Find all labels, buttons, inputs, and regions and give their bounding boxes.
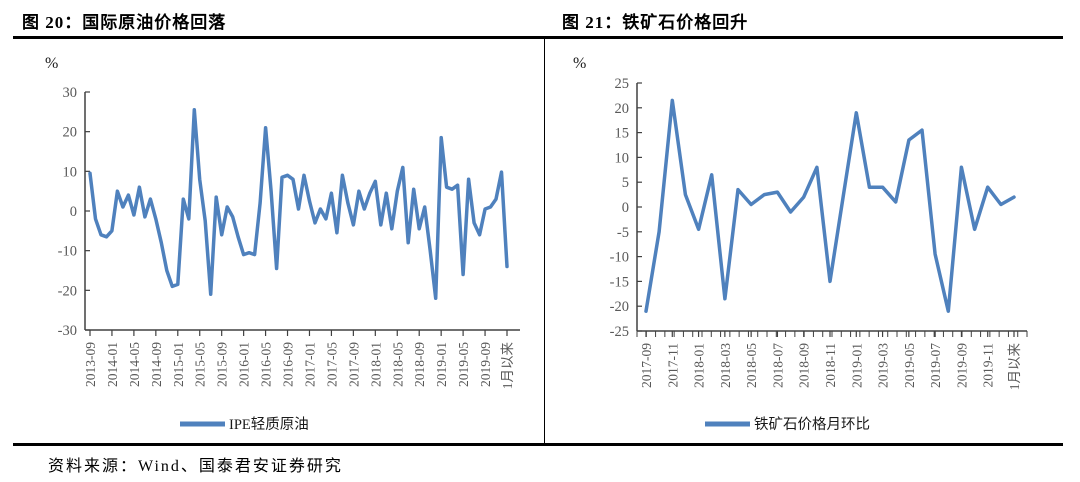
- series-line: [88, 108, 509, 301]
- x-axis-label: 2017-09: [639, 343, 654, 388]
- x-axis-label: 2018-07: [770, 343, 785, 388]
- y-axis-unit-label: %: [573, 55, 586, 72]
- source-note: 资料来源：Wind、国泰君安证券研究: [48, 458, 343, 475]
- y-axis-label: -20: [58, 283, 77, 299]
- x-axis-label: 2018-01: [692, 343, 707, 388]
- y-axis-label: -30: [58, 323, 77, 339]
- x-axis-label: 2016-05: [259, 342, 274, 387]
- x-axis-label: 2014-01: [105, 342, 120, 387]
- legend-label: 铁矿石价格月环比: [754, 416, 870, 433]
- y-axis-label: -25: [610, 324, 629, 340]
- x-axis-label: 2016-01: [237, 342, 252, 387]
- y-axis-label: 10: [615, 150, 630, 166]
- x-axis-label: 2013-09: [83, 342, 98, 387]
- x-axis-label: 2018-11: [823, 343, 838, 388]
- x-axis-label: 1月以来: [1007, 343, 1022, 391]
- x-axis-label: 2019-01: [434, 342, 449, 387]
- y-axis-label: -10: [58, 244, 77, 260]
- figure-21-title: 图 21：铁矿石价格回升: [562, 13, 749, 32]
- x-axis-label: 2018-03: [718, 343, 733, 388]
- iron-ore-chart: % 25 20 15 10 5 0 -5 -10 -15 -20 -25 2017-09 2017-11 2…: [573, 55, 1028, 433]
- x-axis-label: 1月以来: [500, 342, 515, 390]
- x-axis-label: 2019-09: [478, 342, 493, 387]
- legend-label: IPE轻质原油: [229, 416, 309, 433]
- x-axis-label: 2019-01: [849, 343, 864, 388]
- y-axis-label: -20: [610, 299, 629, 315]
- x-axis-label: 2018-05: [744, 343, 759, 388]
- x-axis-label: 2017-11: [665, 343, 680, 388]
- y-axis-unit-label: %: [45, 55, 58, 72]
- bottom-rule: [13, 443, 1063, 446]
- y-axis-label: 20: [615, 101, 630, 117]
- series-line: [644, 98, 1016, 313]
- x-axis-label: 2015-09: [215, 342, 230, 387]
- x-axis-label: 2014-09: [149, 342, 164, 387]
- x-axis-label: 2017-09: [346, 342, 361, 387]
- y-axis-label: 0: [70, 204, 77, 220]
- y-axis-label: 5: [622, 175, 629, 191]
- x-axis-label: 2019-07: [928, 343, 943, 388]
- x-axis-label: 2019-05: [902, 343, 917, 388]
- y-axis-label: 25: [615, 76, 630, 92]
- y-axis-label: -10: [610, 250, 629, 266]
- x-axis-label: 2017-01: [302, 342, 317, 387]
- x-axis-label: 2018-09: [797, 343, 812, 388]
- y-axis-label: 15: [615, 126, 630, 142]
- y-axis-label: -15: [610, 274, 629, 290]
- x-axis-label: 2019-09: [954, 343, 969, 388]
- title-rule: [13, 36, 1063, 39]
- oil-price-chart: % 30 20 10 0 -10 -20 -30 2013-09 2014-01 2014-05 20…: [45, 55, 520, 433]
- x-axis-label: 2017-05: [324, 342, 339, 387]
- x-axis-label: 2014-05: [127, 342, 142, 387]
- panel-divider: [544, 39, 545, 443]
- y-axis-label: -5: [617, 225, 629, 241]
- x-axis-label: 2016-09: [281, 342, 296, 387]
- y-axis-label: 10: [63, 164, 78, 180]
- y-axis-label: 20: [63, 125, 78, 141]
- figure-20-title: 图 20：国际原油价格回落: [22, 13, 227, 32]
- x-axis-label: 2015-05: [193, 342, 208, 387]
- x-axis-label: 2019-11: [981, 343, 996, 388]
- x-axis-label: 2015-01: [171, 342, 186, 387]
- x-axis-label: 2018-05: [390, 342, 405, 387]
- x-axis-label: 2018-01: [368, 342, 383, 387]
- x-axis-label: 2019-03: [876, 343, 891, 388]
- x-axis-label: 2018-09: [412, 342, 427, 387]
- x-axis-label: 2019-05: [456, 342, 471, 387]
- y-axis-label: 0: [622, 200, 629, 216]
- y-axis-label: 30: [63, 85, 78, 101]
